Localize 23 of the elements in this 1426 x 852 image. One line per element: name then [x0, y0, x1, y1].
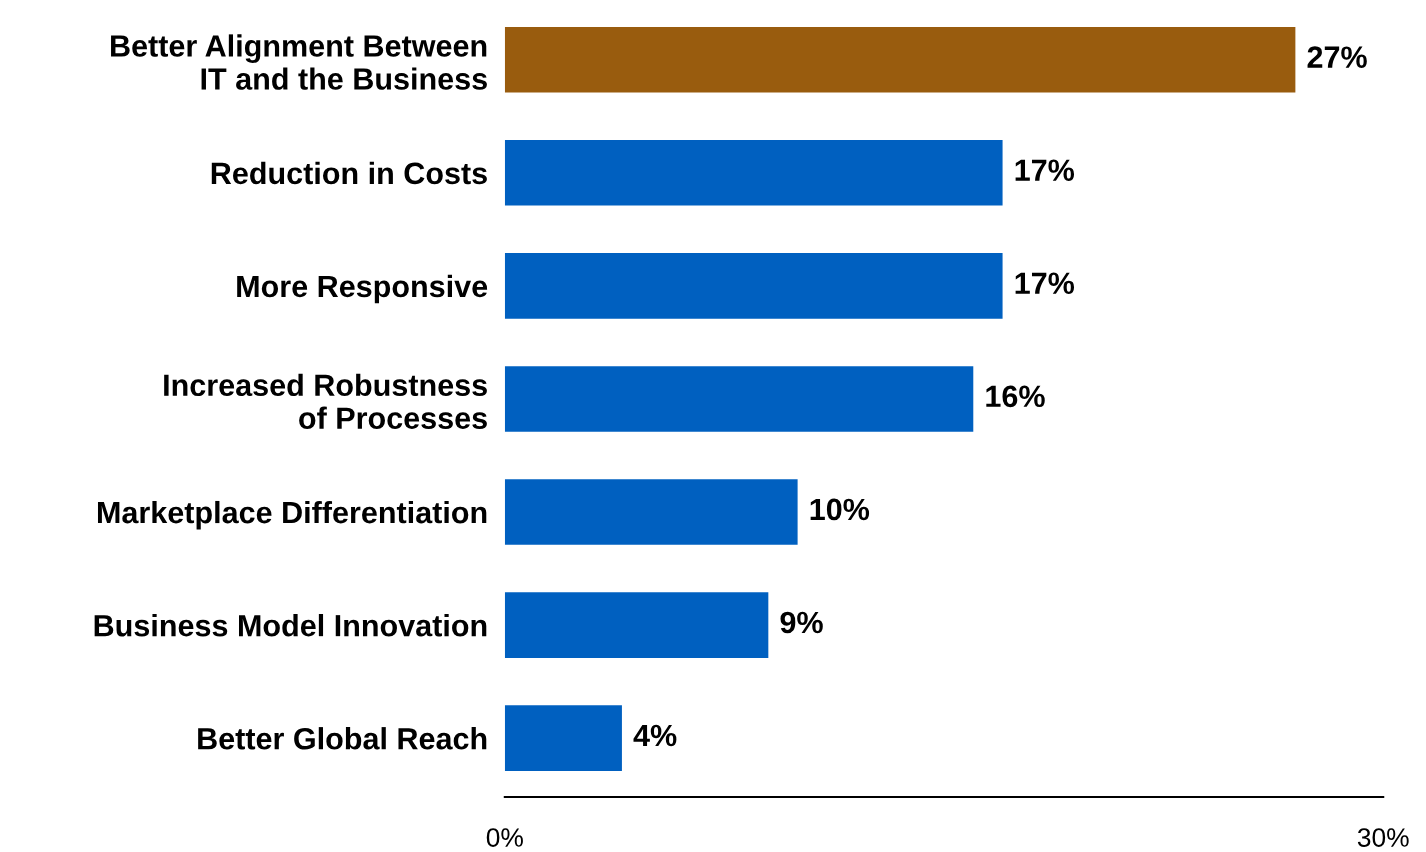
y-tick-label: More Responsive: [237, 274, 488, 304]
x-tick-label: 0%: [486, 828, 523, 847]
data-label: 16%: [986, 385, 1045, 408]
y-tick-label: Better Alignment Between IT and the Business: [111, 34, 487, 90]
data-label: 9%: [780, 611, 823, 634]
data-label: 10%: [810, 498, 870, 521]
bar: [504, 592, 769, 658]
bar: [504, 140, 1003, 206]
data-label: 17%: [1015, 272, 1075, 295]
data-label: 17%: [1015, 159, 1075, 181]
bar: [504, 705, 622, 771]
y-tick-label: Reduction in Costs: [211, 161, 487, 185]
y-tick-label: Marketplace Differentiation: [97, 500, 487, 530]
y-tick-label: Increased Robustness of Processes: [164, 373, 487, 429]
data-label: 4%: [633, 724, 677, 747]
bar: [504, 253, 1003, 319]
y-tick-label: Better Global Reach: [198, 727, 487, 750]
bar: [504, 479, 798, 545]
data-label: 27%: [1307, 46, 1367, 68]
bar: [504, 26, 1296, 93]
y-tick-label: Business Model Innovation: [94, 614, 487, 637]
x-tick-label: 30%: [1357, 828, 1409, 847]
bar: [504, 366, 974, 432]
